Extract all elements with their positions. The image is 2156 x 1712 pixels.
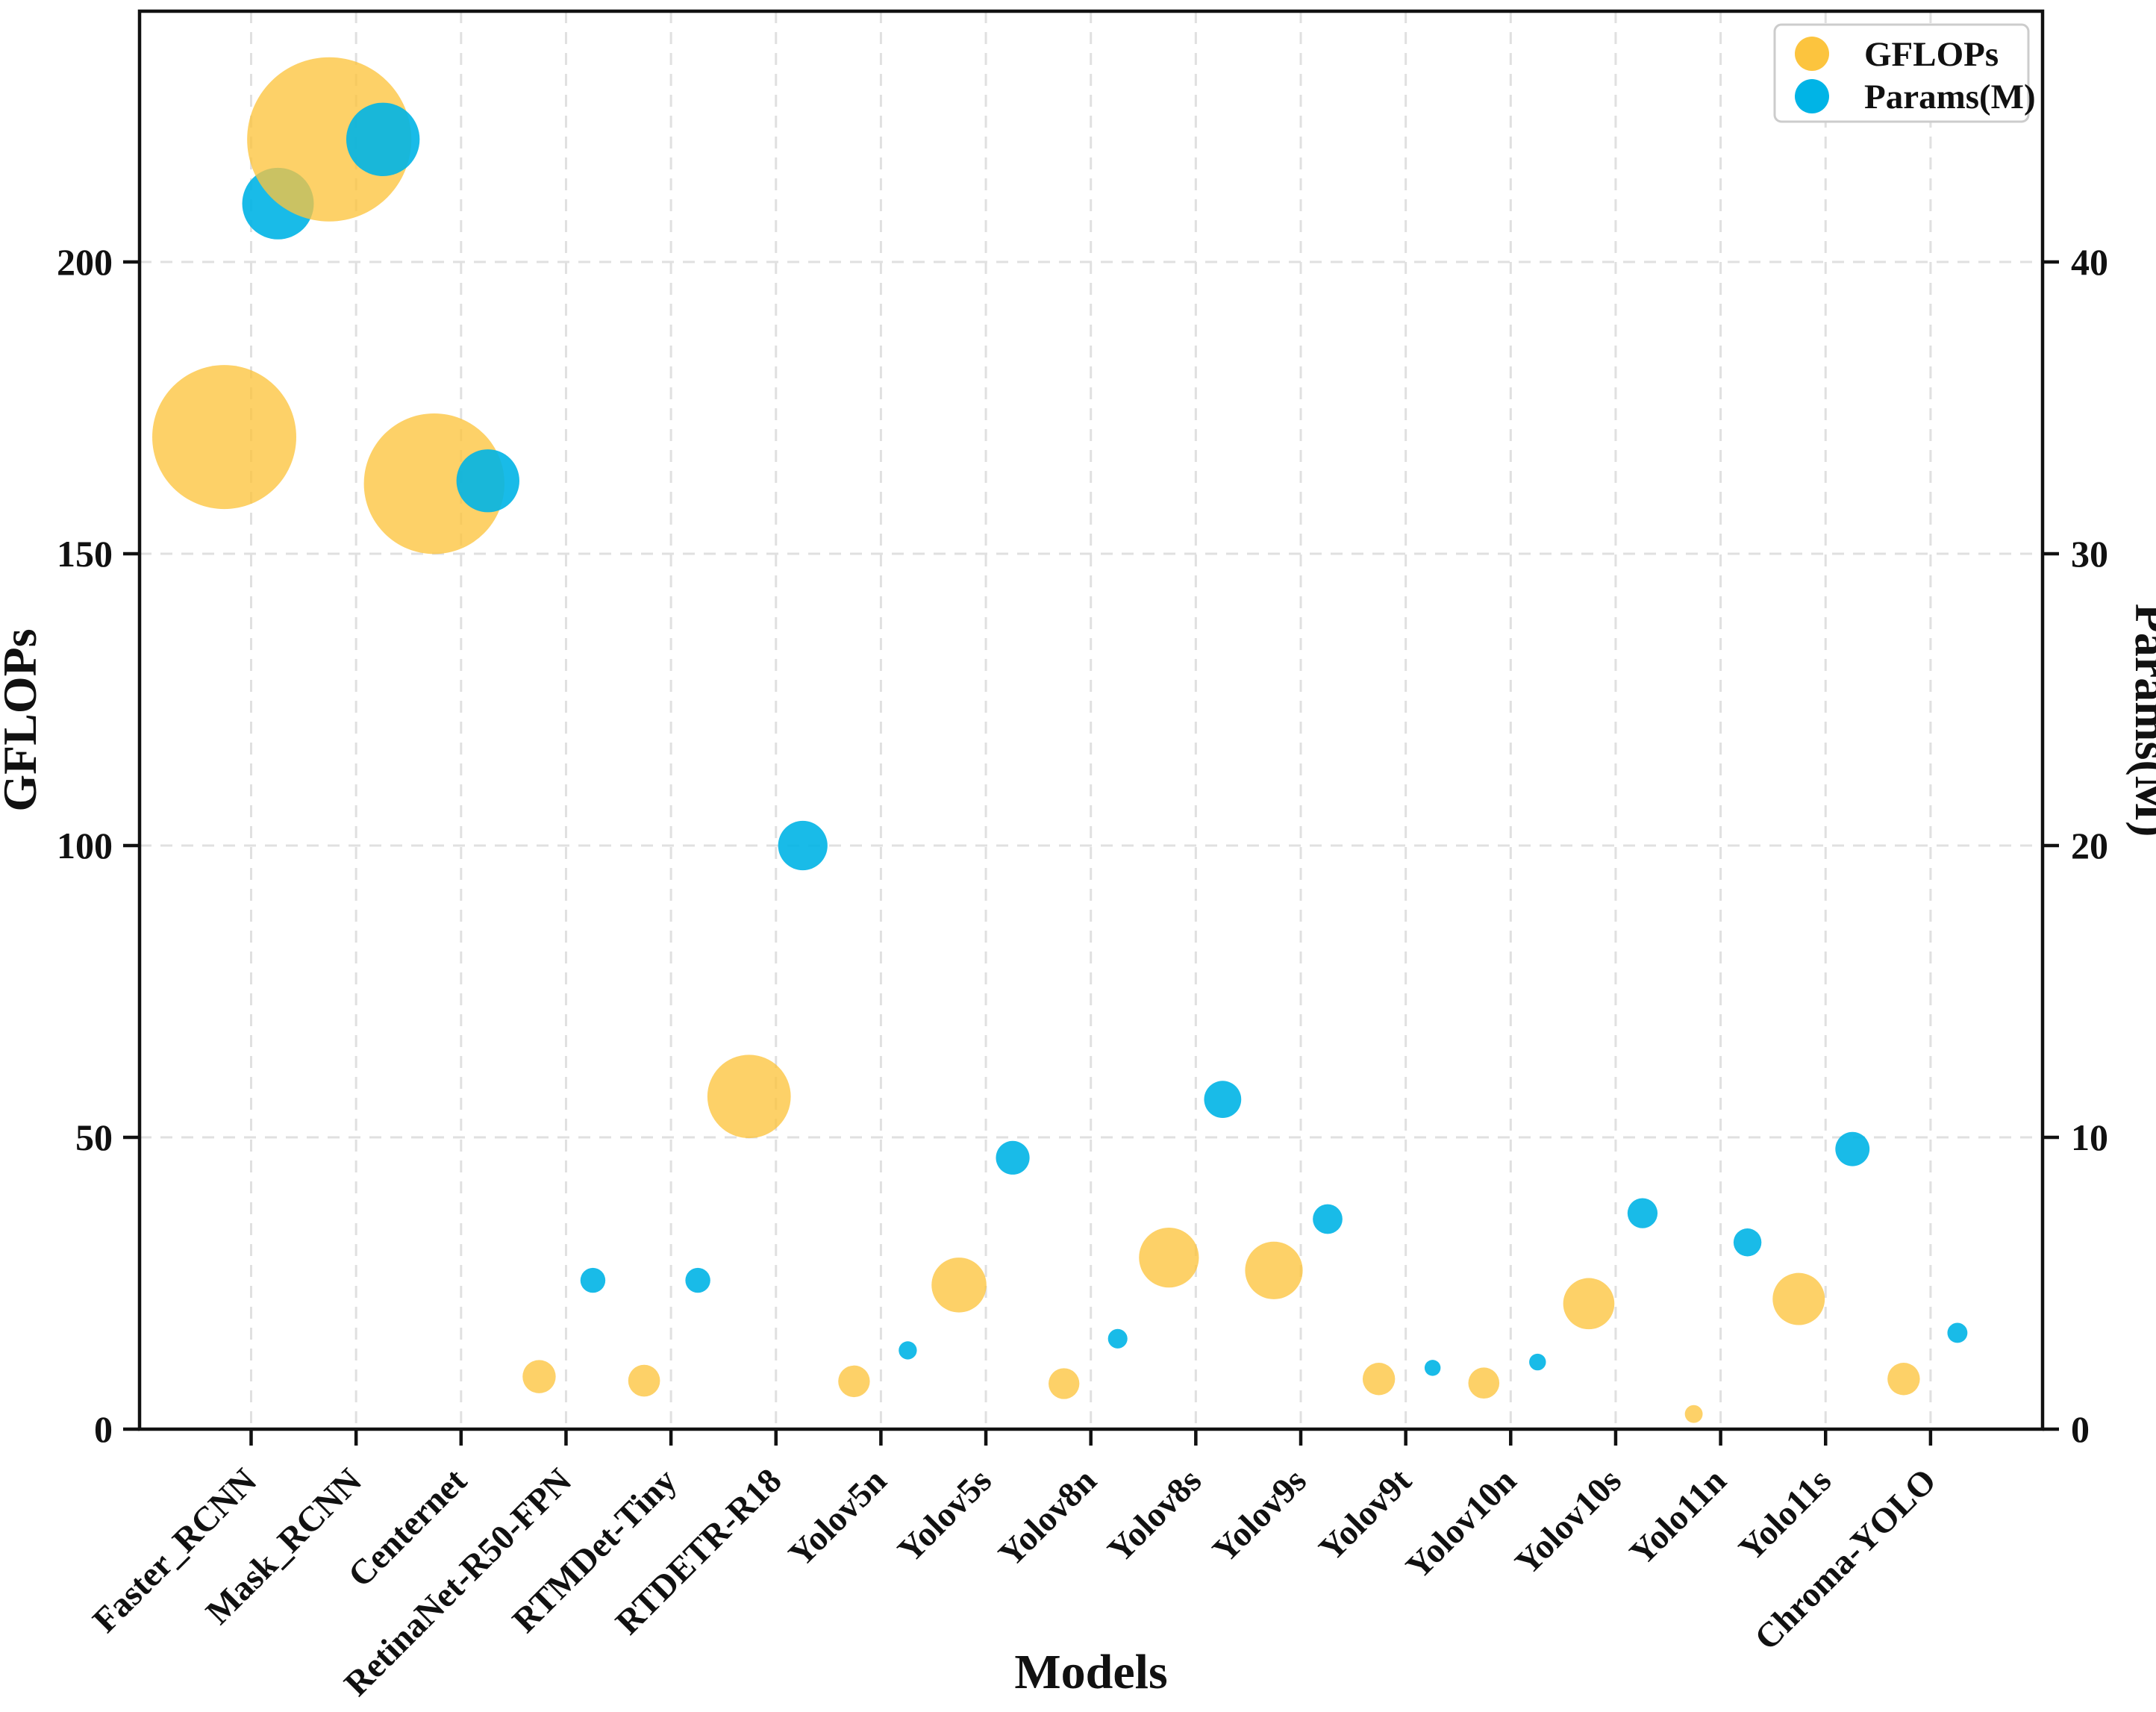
bubble-gflops-Mask_RCNN (247, 57, 412, 222)
bubble-params-Yolov5s (996, 1140, 1030, 1175)
category-label-Yolov8s: Yolov8s (1100, 1461, 1209, 1570)
left-tick-label: 0 (94, 1408, 113, 1450)
left-tick-label: 50 (75, 1116, 113, 1158)
bubble-params-Yolov10n (1529, 1353, 1546, 1371)
bubbles-layer (152, 57, 1968, 1423)
left-tick-label: 150 (57, 533, 113, 575)
left-tick-label: 100 (57, 825, 113, 866)
left-axis-title: GFLOPs (0, 628, 46, 811)
right-tick-label: 10 (2071, 1116, 2108, 1158)
bubble-params-Chroma-YOLO (1947, 1322, 1968, 1343)
bubble-gflops-RTDETR-R18 (707, 1055, 791, 1139)
category-label-Yolov10n: Yolov10n (1399, 1461, 1524, 1587)
bubble-gflops-RTMDet-Tiny (628, 1364, 660, 1397)
category-label-Yolov5n: Yolov5n (781, 1461, 894, 1574)
category-label-Chroma-YOLO: Chroma-YOLO (1747, 1461, 1943, 1658)
category-label-Yolov10s: Yolov10s (1507, 1461, 1628, 1582)
bubble-gflops-Faster_RCNN (152, 365, 296, 510)
left-tick-label: 200 (57, 241, 113, 283)
legend: GFLOPs Params(M) (1773, 23, 2036, 123)
bubble-params-Mask_RCNN (346, 102, 420, 176)
legend-label: GFLOPs (1864, 35, 1999, 74)
bubble-gflops-RetinaNet-R50-FPN (522, 1360, 556, 1393)
bubble-params-Centernet (456, 449, 519, 513)
bubble-gflops-Yolo11s (1772, 1272, 1825, 1325)
category-label-Yolov5s: Yolov5s (890, 1461, 999, 1570)
bubble-gflops-Yolov5n (838, 1365, 870, 1398)
legend-box (1773, 23, 2030, 123)
bubble-params-Yolov9s (1313, 1204, 1343, 1234)
bubble-params-Yolo11s (1835, 1131, 1870, 1166)
bubble-params-RTMDet-Tiny (685, 1267, 710, 1293)
bubble-params-Yolov8s (1204, 1081, 1242, 1119)
category-label-Yolo11s: Yolo11s (1731, 1461, 1839, 1569)
right-tick-label: 40 (2071, 241, 2108, 283)
bubble-gflops-Yolov9s (1245, 1241, 1303, 1299)
bubble-params-Yolov9t (1424, 1360, 1441, 1376)
bubble-gflops-Yolov8n (1049, 1368, 1080, 1399)
category-label-Yolov8n: Yolov8n (991, 1461, 1104, 1574)
right-tick-label: 20 (2071, 825, 2108, 866)
bubble-params-RetinaNet-R50-FPN (580, 1267, 606, 1293)
bubble-gflops-Yolo11n (1684, 1405, 1703, 1423)
gridlines-layer (140, 11, 2043, 1429)
bubble-gflops-Chroma-YOLO (1887, 1363, 1920, 1396)
bubble-params-Yolov8n (1107, 1328, 1128, 1349)
right-tick-label: 0 (2071, 1408, 2090, 1450)
category-label-Yolov9s: Yolov9s (1205, 1461, 1314, 1570)
bubble-gflops-Centernet (363, 413, 504, 554)
ticks-layer: 050100150200010203040Faster_RCNNMask_RCN… (57, 241, 2108, 1704)
bubble-gflops-Yolov9t (1362, 1363, 1396, 1396)
bubble-params-Yolo11n (1733, 1228, 1762, 1257)
bubble-params-Yolov10s (1627, 1198, 1658, 1228)
bubble-gflops-Yolov5s (931, 1258, 987, 1313)
bubble-gflops-Yolov8s (1139, 1227, 1199, 1288)
right-tick-label: 30 (2071, 533, 2108, 575)
bubble-gflops-Yolov10n (1468, 1367, 1500, 1399)
legend-marker-paramsm (1795, 79, 1829, 113)
category-label-Yolov9t: Yolov9t (1312, 1461, 1419, 1569)
right-axis-title: Params(M) (2125, 604, 2156, 837)
bubble-params-RTDETR-R18 (778, 820, 828, 871)
legend-label: Params(M) (1864, 78, 2036, 116)
category-label-Yolo11n: Yolo11n (1622, 1461, 1734, 1572)
x-axis-title: Models (1014, 1645, 1167, 1699)
axis-titles-layer: GFLOPs Params(M) Models (0, 604, 2156, 1699)
bubble-gflops-Yolov10s (1563, 1278, 1615, 1330)
legend-marker-gflops (1795, 37, 1829, 71)
bubble-params-Yolov5n (899, 1341, 917, 1360)
